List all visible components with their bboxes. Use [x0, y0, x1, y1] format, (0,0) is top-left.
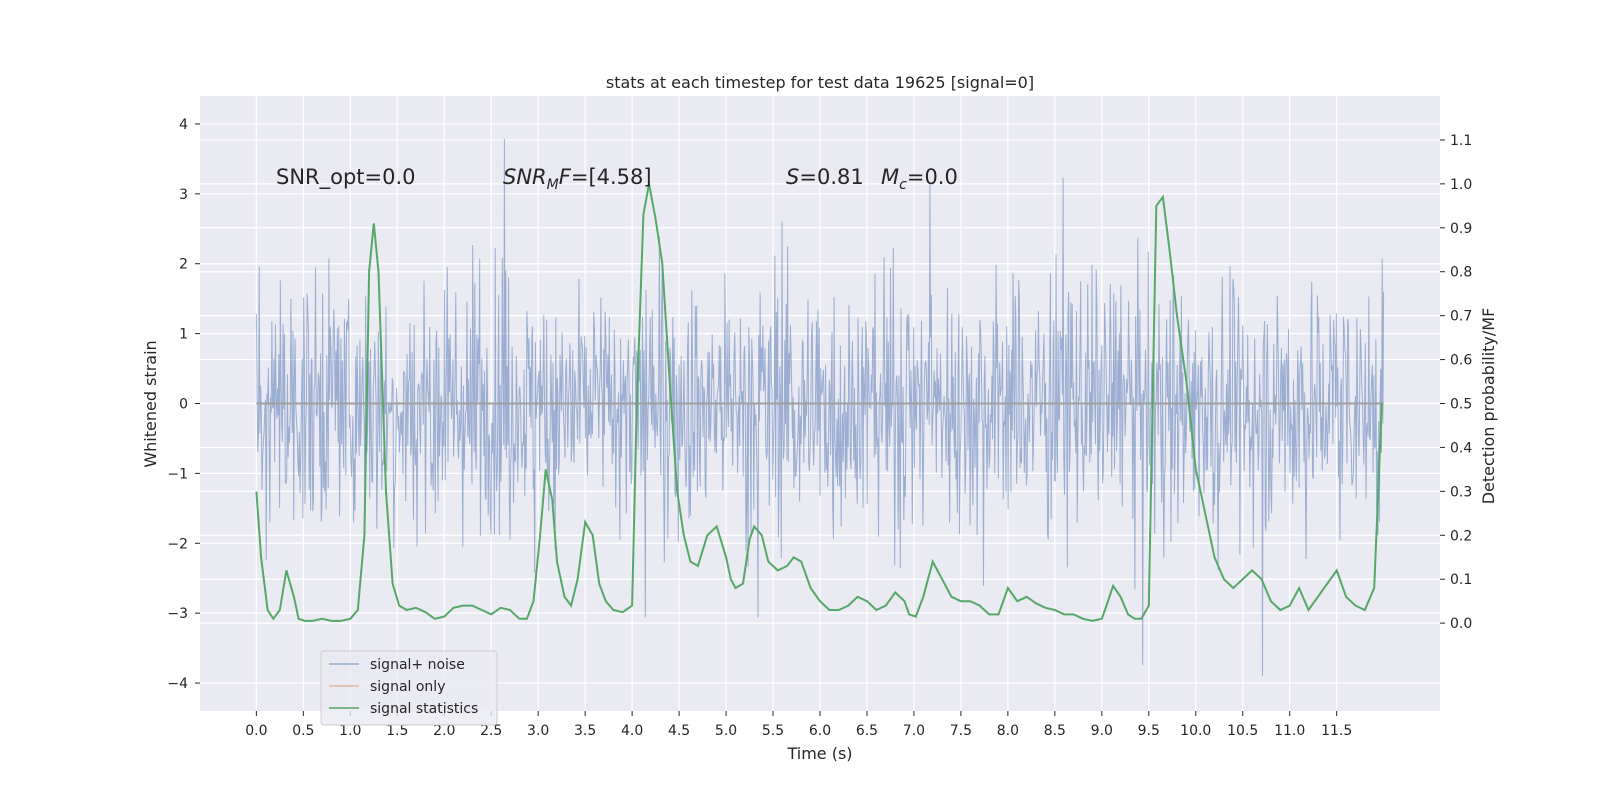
annotation-mc-value: 0.0: [924, 165, 957, 189]
x-axis-title: Time (s): [786, 744, 852, 763]
series-signal-noise: [255, 138, 1385, 677]
y-left-tick-label: −1: [167, 466, 188, 482]
x-tick-label: 5.0: [715, 723, 737, 739]
x-tick-label: 5.5: [762, 723, 784, 739]
x-tick-label: 8.5: [1044, 723, 1066, 739]
annotation-mc: Mc=0.0: [881, 165, 958, 193]
y-left-tick-label: −4: [167, 676, 188, 692]
y-left-tick-label: 1: [179, 327, 188, 343]
y-right-tick-label: 0.9: [1450, 221, 1472, 237]
y-right-tick-label: 0.3: [1450, 484, 1472, 500]
annotation-s: S=0.81: [786, 165, 864, 189]
annotation-snr-opt-value: 0.0: [382, 165, 415, 189]
x-tick-label: 10.0: [1180, 723, 1211, 739]
legend-label-signal-only: signal only: [370, 679, 445, 695]
y-right-tick-label: 0.6: [1450, 353, 1472, 369]
annotation-snr-mf-value: [4.58]: [588, 165, 651, 189]
y-right-tick-label: 0.1: [1450, 572, 1472, 588]
x-tick-label: 0.5: [292, 723, 314, 739]
y-axis-left: −4 −3 −2 −1 0 1 2 3 4: [167, 117, 200, 692]
x-tick-label: 1.5: [386, 723, 408, 739]
y-left-tick-label: −2: [167, 536, 188, 552]
y-axis-right: 0.0 0.1 0.2 0.3 0.4 0.5 0.6 0.7 0.8 0.9 1.0 1.1: [1440, 133, 1472, 632]
x-tick-label: 11.5: [1321, 723, 1352, 739]
legend-box: [320, 650, 498, 726]
x-tick-label: 1.0: [339, 723, 361, 739]
x-tick-label: 4.0: [621, 723, 643, 739]
legend: signal+ noise signal only signal statist…: [320, 650, 498, 726]
y-right-tick-label: 0.8: [1450, 265, 1472, 281]
x-tick-label: 2.0: [433, 723, 455, 739]
x-tick-label: 11.0: [1274, 723, 1305, 739]
x-tick-label: 9.5: [1138, 723, 1160, 739]
x-axis: 0.0 0.5 1.0 1.5 2.0 2.5 3.0 3.5 4.0 4.5 5.0 5.5 6.0 6…: [245, 711, 1352, 739]
y-left-tick-label: 0: [179, 397, 188, 413]
y-left-tick-label: 4: [179, 117, 188, 133]
legend-label-signal-statistics: signal statistics: [370, 701, 478, 717]
y-right-tick-label: 0.2: [1450, 528, 1472, 544]
annotation-s-value: 0.81: [817, 165, 864, 189]
annotation-snr-mf: SNRMF=[4.58]: [503, 165, 652, 193]
y-right-tick-label: 0.4: [1450, 440, 1472, 456]
x-tick-label: 6.0: [809, 723, 831, 739]
legend-label-signal-noise: signal+ noise: [370, 657, 465, 673]
y-right-tick-label: 1.0: [1450, 177, 1472, 193]
x-tick-label: 8.0: [997, 723, 1019, 739]
y-left-tick-label: 2: [179, 257, 188, 273]
series-signal-statistics-line: [255, 183, 1383, 622]
x-tick-label: 7.0: [903, 723, 925, 739]
y-right-tick-label: 0.7: [1450, 309, 1472, 325]
annotation-snr-opt: SNR_opt=0.0: [276, 165, 416, 190]
x-tick-label: 7.5: [950, 723, 972, 739]
y-axis-right-title: Detection probability/MF: [1479, 308, 1498, 505]
x-tick-label: 3.5: [574, 723, 596, 739]
x-tick-label: 4.5: [668, 723, 690, 739]
x-tick-label: 0.0: [245, 723, 267, 739]
x-tick-label: 6.5: [856, 723, 878, 739]
series-signal-statistics: [255, 183, 1383, 622]
y-left-tick-label: −3: [167, 606, 188, 622]
x-tick-label: 3.0: [527, 723, 549, 739]
series-signal-noise-line: [255, 138, 1385, 677]
y-right-tick-label: 1.1: [1450, 133, 1472, 149]
x-tick-label: 9.0: [1091, 723, 1113, 739]
y-right-tick-label: 0.0: [1450, 616, 1472, 632]
y-right-tick-label: 0.5: [1450, 397, 1472, 413]
y-left-tick-label: 3: [179, 187, 188, 203]
x-tick-label: 10.5: [1227, 723, 1258, 739]
y-axis-left-title: Whitened strain: [141, 340, 160, 467]
chart-title: stats at each timestep for test data 196…: [606, 73, 1034, 92]
x-tick-label: 2.5: [480, 723, 502, 739]
